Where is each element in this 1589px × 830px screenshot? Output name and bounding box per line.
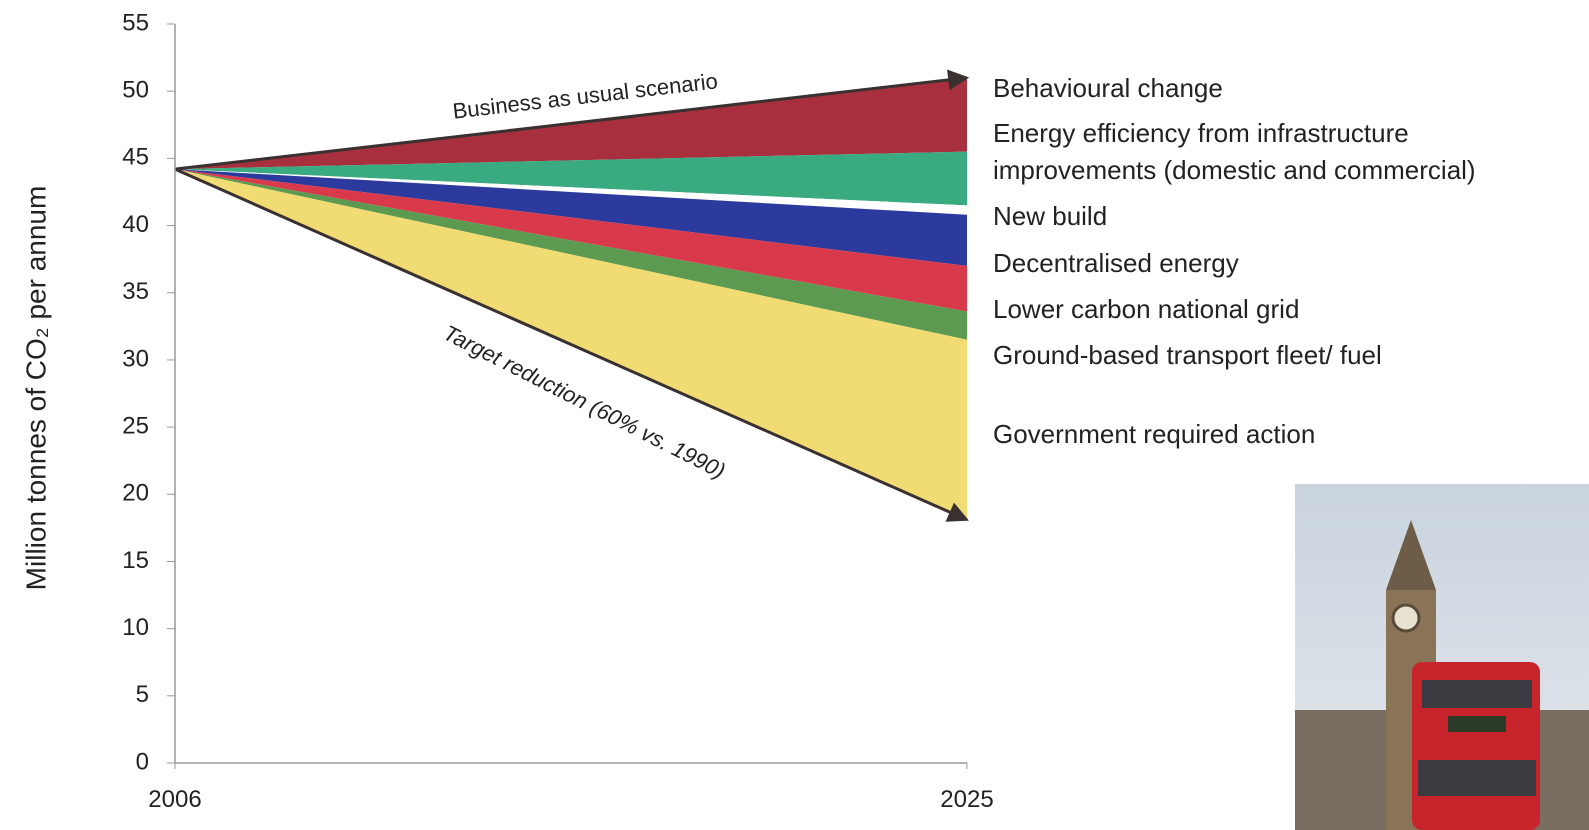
y-tick-label: 10 [122,614,149,641]
x-tick-label: 2025 [940,786,993,813]
photo [1295,484,1589,830]
y-tick-label: 40 [122,211,149,238]
y-tick-label: 55 [122,9,149,36]
y-tick-label: 5 [136,681,149,708]
target-arrow [174,167,969,522]
legend-label: Ground-based transport fleet/ fuel [993,340,1382,370]
y-tick-label: 30 [122,345,149,372]
y-tick-label: 45 [122,144,149,171]
y-tick-label: 35 [122,278,149,305]
y-tick-label: 50 [122,77,149,104]
legend-label: Decentralised energy [993,248,1239,278]
x-tick-label: 2006 [148,786,201,813]
y-tick-label: 0 [136,748,149,775]
legend-label: Energy efficiency from infrastructure im… [993,118,1476,185]
y-tick-label: 25 [122,412,149,439]
wedge [175,151,967,206]
y-tick-label: 15 [122,547,149,574]
legend-label: Behavioural change [993,73,1223,103]
bau-arrow [174,69,970,171]
legend-label: Lower carbon national grid [993,294,1300,324]
legend-label: Government required action [993,419,1316,449]
y-tick-label: 20 [122,480,149,507]
legend-label: New build [993,201,1108,231]
y-axis-label: Million tonnes of CO₂ per annum [20,186,51,591]
